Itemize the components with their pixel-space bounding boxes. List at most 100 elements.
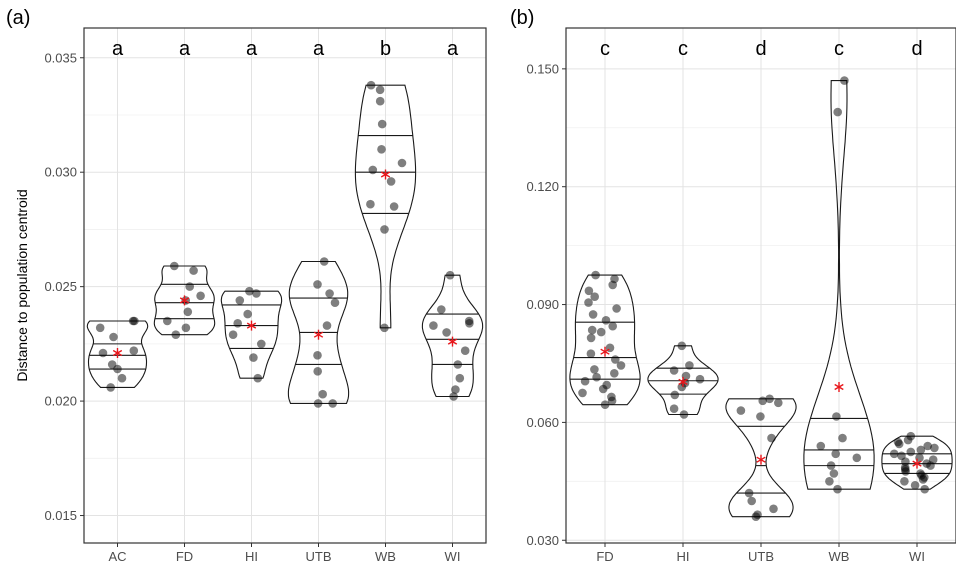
y-tick-label: 0.020 bbox=[44, 394, 77, 409]
data-point bbox=[592, 372, 601, 382]
significance-letter: b bbox=[380, 38, 391, 60]
x-tick-label: FD bbox=[596, 549, 613, 564]
mean-marker-stroke bbox=[447, 338, 458, 345]
data-point bbox=[380, 225, 389, 234]
data-point bbox=[106, 383, 115, 392]
data-point bbox=[610, 369, 619, 378]
violin-outline bbox=[287, 260, 350, 404]
y-axis-label: Distance to population centroid bbox=[14, 189, 30, 381]
violin-wi: a bbox=[421, 38, 484, 401]
significance-letter: a bbox=[179, 38, 191, 60]
data-point bbox=[598, 384, 608, 394]
x-tick-label: AC bbox=[108, 549, 126, 564]
data-point bbox=[330, 298, 340, 308]
violin-fd: c bbox=[569, 38, 641, 410]
data-point bbox=[437, 305, 446, 314]
data-point bbox=[607, 396, 617, 406]
violin-hi: a bbox=[220, 38, 283, 383]
data-point bbox=[816, 441, 826, 451]
data-point bbox=[366, 80, 376, 90]
mean-marker bbox=[834, 382, 844, 392]
mean-marker bbox=[313, 329, 324, 340]
violin-outline bbox=[725, 398, 797, 518]
violin-outline bbox=[153, 265, 216, 336]
data-point bbox=[831, 449, 840, 459]
data-point bbox=[767, 433, 776, 443]
violin-outline bbox=[86, 320, 149, 388]
data-point bbox=[328, 399, 338, 408]
x-tick-label: HI bbox=[245, 549, 258, 564]
data-point bbox=[852, 453, 862, 463]
violin-outline bbox=[647, 345, 719, 416]
data-point bbox=[129, 346, 139, 356]
data-point bbox=[130, 316, 139, 326]
mean-marker bbox=[756, 454, 766, 465]
data-point bbox=[677, 341, 687, 351]
panel-tag: (b) bbox=[510, 7, 534, 29]
mean-marker-stroke bbox=[179, 297, 190, 304]
data-point bbox=[918, 475, 928, 484]
mean-marker-stroke bbox=[112, 349, 123, 357]
data-point bbox=[681, 371, 691, 381]
data-point bbox=[95, 323, 105, 333]
data-point bbox=[313, 351, 322, 360]
significance-letter: a bbox=[112, 38, 124, 60]
y-tick-label: 0.030 bbox=[44, 165, 77, 180]
data-point bbox=[910, 481, 920, 490]
data-point bbox=[889, 449, 899, 459]
data-point bbox=[228, 330, 238, 340]
mean-marker bbox=[246, 320, 257, 331]
x-tick-label: WI bbox=[445, 549, 461, 564]
data-point bbox=[189, 266, 198, 275]
y-tick-label: 0.060 bbox=[526, 415, 559, 430]
y-tick-label: 0.120 bbox=[526, 179, 559, 194]
data-point bbox=[249, 353, 258, 362]
x-tick-label: FD bbox=[176, 549, 193, 564]
x-tick-label: WB bbox=[829, 549, 850, 564]
significance-letter: c bbox=[600, 38, 610, 60]
data-point bbox=[322, 321, 332, 330]
data-point bbox=[903, 435, 913, 445]
x-tick-label: UTB bbox=[748, 549, 774, 564]
data-point bbox=[429, 321, 438, 330]
mean-marker bbox=[179, 295, 190, 306]
data-point bbox=[586, 333, 596, 343]
mean-marker-stroke bbox=[912, 460, 922, 467]
data-point bbox=[578, 388, 587, 398]
data-point bbox=[584, 298, 593, 307]
data-point bbox=[460, 346, 470, 356]
data-point bbox=[451, 385, 460, 394]
panel-b: c FD c HI d UTB c WB d WI 0.030 0.060 0.090 0.120 0.15… bbox=[510, 7, 956, 564]
mean-marker-stroke bbox=[380, 171, 391, 178]
data-point bbox=[171, 330, 181, 340]
violin-wb: c bbox=[803, 38, 875, 494]
violin-fd: a bbox=[153, 38, 216, 340]
x-tick-label: WB bbox=[375, 549, 396, 564]
significance-letter: d bbox=[911, 38, 922, 60]
mean-marker-stroke bbox=[834, 383, 844, 391]
data-point bbox=[98, 348, 108, 358]
data-point bbox=[611, 355, 620, 364]
violin-utb: a bbox=[287, 38, 350, 408]
data-point bbox=[584, 286, 594, 296]
y-tick-label: 0.030 bbox=[526, 533, 559, 548]
data-point bbox=[377, 119, 387, 129]
x-tick-label: UTB bbox=[306, 549, 332, 564]
data-point bbox=[375, 85, 385, 95]
data-point bbox=[386, 177, 396, 186]
data-point bbox=[758, 396, 767, 406]
x-tick-label: WI bbox=[909, 549, 925, 564]
data-point bbox=[587, 325, 597, 335]
y-tick-label: 0.035 bbox=[44, 50, 77, 65]
mean-marker-stroke bbox=[246, 322, 257, 329]
violin-outline bbox=[803, 80, 875, 490]
violin-wi: d bbox=[881, 38, 953, 494]
panel-tag: (a) bbox=[6, 7, 30, 29]
mean-marker-stroke bbox=[756, 456, 766, 463]
violin-outline bbox=[569, 274, 641, 406]
data-point bbox=[920, 484, 929, 494]
data-point bbox=[894, 439, 904, 449]
violin-utb: d bbox=[725, 38, 797, 521]
data-point bbox=[923, 441, 932, 451]
data-point bbox=[235, 296, 245, 305]
